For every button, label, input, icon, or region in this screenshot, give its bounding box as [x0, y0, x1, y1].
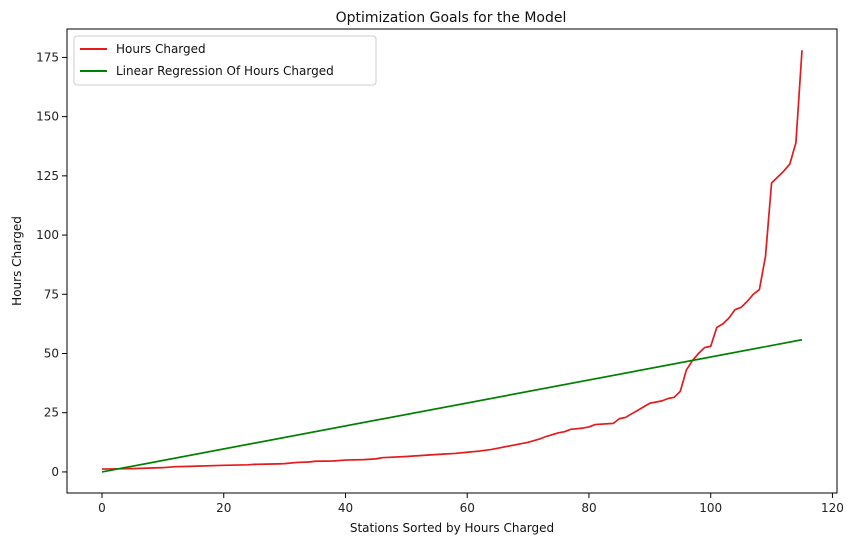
y-tick-label: 50	[44, 346, 59, 360]
x-tick-label: 60	[460, 501, 475, 515]
plot-frame	[66, 28, 838, 494]
y-tick-label: 75	[44, 287, 59, 301]
series-line-linear-regression	[101, 338, 803, 473]
chart-title: Optimization Goals for the Model	[336, 10, 567, 26]
x-tick-label: 80	[581, 501, 596, 515]
x-axis-label: Stations Sorted by Hours Charged	[350, 521, 554, 535]
legend-label-linear-regression: Linear Regression Of Hours Charged	[116, 64, 334, 78]
y-tick-label: 25	[44, 406, 59, 420]
x-tick-label: 0	[98, 501, 106, 515]
legend: Hours Charged Linear Regression Of Hours…	[73, 35, 377, 86]
y-tick-label: 175	[36, 50, 59, 64]
y-tick-label: 150	[36, 110, 59, 124]
plot-area	[66, 28, 838, 494]
legend-label-hours-charged: Hours Charged	[116, 42, 206, 56]
x-tick-label: 20	[216, 501, 231, 515]
x-tick-label: 120	[821, 501, 844, 515]
y-tick-label: 100	[36, 228, 59, 242]
y-tick-label: 125	[36, 169, 59, 183]
y-axis-label: Hours Charged	[10, 216, 24, 306]
y-tick-label: 0	[51, 465, 59, 479]
series-group	[101, 50, 803, 473]
x-axis: 0 20 40 60 80 100 120	[98, 493, 844, 515]
x-tick-label: 40	[338, 501, 353, 515]
y-axis: 0 25 50 75 100 125 150 175	[36, 50, 67, 479]
x-tick-label: 100	[699, 501, 722, 515]
legend-box	[73, 35, 377, 86]
series-line-hours-charged	[101, 50, 803, 470]
